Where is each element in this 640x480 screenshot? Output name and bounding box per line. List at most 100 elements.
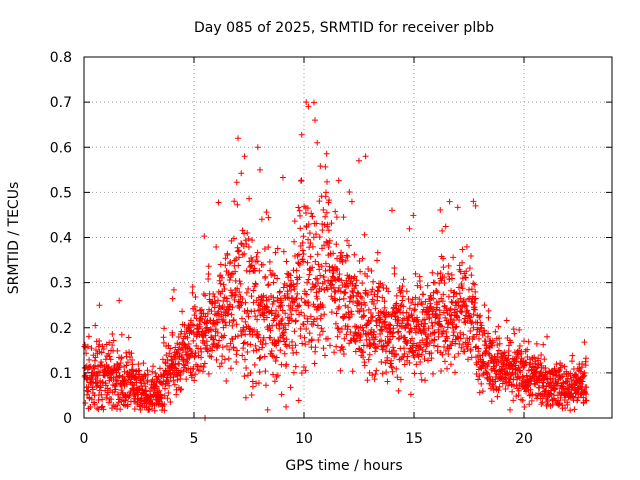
data-point xyxy=(391,270,398,277)
data-point xyxy=(457,295,464,302)
data-point xyxy=(316,198,323,205)
data-point xyxy=(358,294,365,301)
data-point xyxy=(126,392,133,399)
data-point xyxy=(225,269,232,276)
data-point xyxy=(582,355,589,362)
data-point xyxy=(200,364,207,371)
data-point xyxy=(242,394,249,401)
data-point xyxy=(369,372,376,379)
data-point xyxy=(320,304,327,311)
data-point xyxy=(161,407,168,414)
data-point xyxy=(249,256,256,263)
data-point xyxy=(285,320,292,327)
data-point xyxy=(408,312,415,319)
data-point xyxy=(246,325,253,332)
data-point xyxy=(334,333,341,340)
data-point xyxy=(313,231,320,238)
data-point xyxy=(557,394,564,401)
data-point xyxy=(192,294,199,301)
data-point xyxy=(352,348,359,355)
data-point xyxy=(99,343,106,350)
data-point xyxy=(270,353,277,360)
data-point xyxy=(244,230,251,237)
data-point xyxy=(230,316,237,323)
data-point xyxy=(324,286,331,293)
data-point xyxy=(264,304,271,311)
data-point xyxy=(504,356,511,363)
data-point xyxy=(399,297,406,304)
data-point xyxy=(237,280,244,287)
data-point xyxy=(293,295,300,302)
data-point xyxy=(379,327,386,334)
data-point xyxy=(383,285,390,292)
data-point xyxy=(84,343,91,350)
data-point xyxy=(127,353,134,360)
y-tick-label: 0 xyxy=(63,411,72,427)
data-point xyxy=(367,318,374,325)
data-point xyxy=(304,205,311,212)
data-point xyxy=(320,273,327,280)
data-point xyxy=(223,378,230,385)
data-point xyxy=(328,293,335,300)
data-point xyxy=(351,323,358,330)
data-point xyxy=(523,372,530,379)
data-point xyxy=(336,296,343,303)
data-point xyxy=(425,325,432,332)
data-point xyxy=(189,283,196,290)
data-point xyxy=(191,303,198,310)
data-point xyxy=(337,347,344,354)
data-point xyxy=(480,360,487,367)
peak-point xyxy=(470,198,477,205)
data-point xyxy=(533,368,540,375)
data-point xyxy=(460,331,467,338)
data-point xyxy=(412,270,419,277)
data-point xyxy=(334,266,341,273)
data-point xyxy=(467,252,474,259)
data-point xyxy=(293,267,300,274)
data-point xyxy=(243,241,250,248)
data-point xyxy=(322,267,329,274)
data-point xyxy=(254,249,261,256)
data-point xyxy=(312,258,319,265)
data-point xyxy=(218,333,225,340)
data-point xyxy=(296,207,303,214)
data-point xyxy=(92,362,99,369)
data-point xyxy=(244,310,251,317)
data-point xyxy=(579,360,586,367)
data-point xyxy=(262,273,269,280)
data-point xyxy=(174,349,181,356)
data-point xyxy=(179,308,186,315)
data-point xyxy=(92,354,99,361)
data-point xyxy=(401,345,408,352)
y-tick-label: 0.6 xyxy=(50,140,72,156)
data-point xyxy=(439,298,446,305)
data-point xyxy=(418,330,425,337)
data-point xyxy=(364,273,371,280)
data-point xyxy=(109,342,116,349)
data-point xyxy=(359,324,366,331)
data-point xyxy=(116,362,123,369)
data-point xyxy=(379,294,386,301)
data-point xyxy=(161,325,168,332)
data-point xyxy=(276,288,283,295)
data-point xyxy=(390,344,397,351)
data-point xyxy=(291,238,298,245)
data-point xyxy=(170,286,177,293)
data-point xyxy=(335,177,342,184)
data-point xyxy=(450,254,457,261)
data-point xyxy=(233,321,240,328)
data-point xyxy=(246,195,253,202)
data-point xyxy=(416,296,423,303)
data-point xyxy=(297,225,304,232)
data-point xyxy=(445,270,452,277)
data-point xyxy=(266,258,273,265)
data-point xyxy=(273,307,280,314)
data-point xyxy=(249,237,256,244)
data-point xyxy=(467,346,474,353)
data-point xyxy=(301,334,308,341)
data-point xyxy=(318,325,325,332)
data-point xyxy=(356,337,363,344)
data-point xyxy=(509,388,516,395)
data-point xyxy=(323,209,330,216)
data-point xyxy=(305,276,312,283)
